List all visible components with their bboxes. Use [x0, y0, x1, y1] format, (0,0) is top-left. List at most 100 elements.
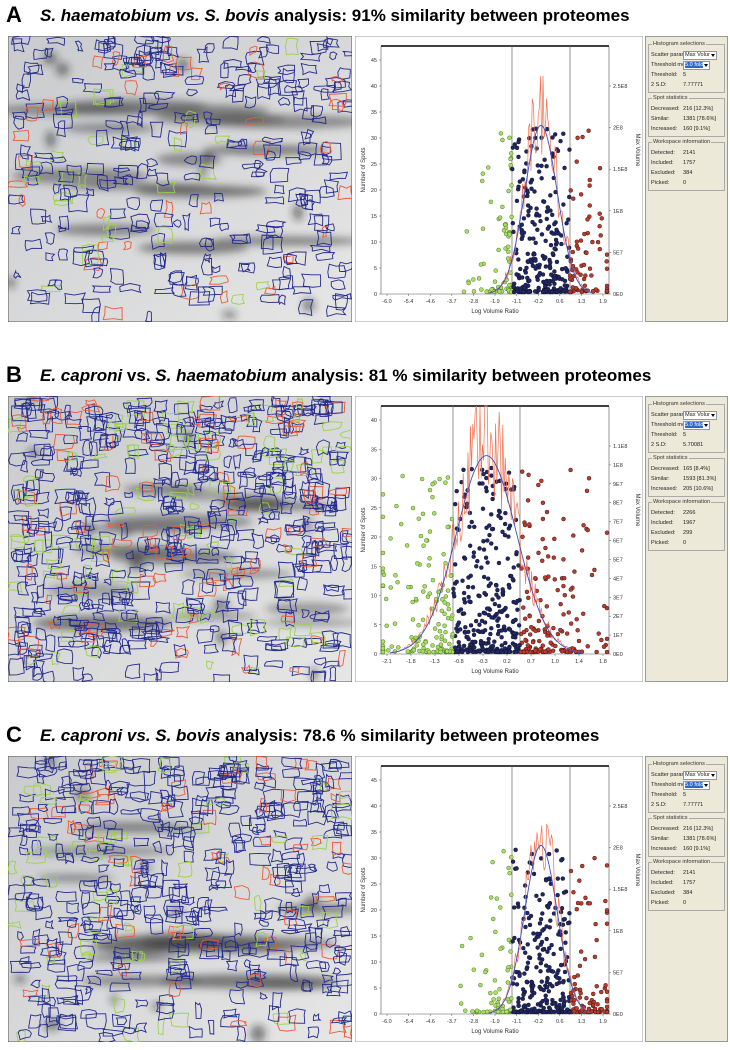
- spot-point: [515, 608, 519, 612]
- spot-point: [507, 938, 511, 942]
- row-label: Detected:: [651, 870, 683, 876]
- spot-point: [516, 1000, 520, 1004]
- spot-point: [569, 622, 573, 626]
- spot-point: [443, 639, 447, 643]
- spot-point: [546, 205, 550, 209]
- dropdown[interactable]: Max Volur: [683, 771, 717, 780]
- spot-point: [443, 624, 447, 628]
- spot-point: [393, 573, 397, 577]
- y-tick-label: 40: [371, 84, 377, 90]
- spot-point: [526, 556, 530, 560]
- spot-point: [534, 965, 538, 969]
- row-value: 2141: [683, 150, 722, 156]
- spot-point: [588, 184, 592, 188]
- dropdown[interactable]: Max Volur: [683, 411, 717, 420]
- info-row: Decreased:216 [12.3%]: [651, 824, 722, 834]
- info-row: Picked:0: [651, 178, 722, 188]
- spot-point: [605, 1010, 609, 1014]
- spot-point: [600, 1007, 604, 1011]
- spot-point: [497, 997, 501, 1001]
- spot-point: [414, 597, 418, 601]
- spot-point: [580, 864, 584, 868]
- dropdown[interactable]: 5.0 fold: [683, 421, 710, 430]
- spot-point: [541, 892, 545, 896]
- section: Histogram selectionsScatter parameter:Ma…: [648, 404, 725, 453]
- title-segment: S. haematobium vs. S. bovis: [40, 6, 270, 25]
- dropdown[interactable]: Max Volur: [683, 51, 717, 60]
- spot-point: [545, 127, 549, 131]
- y-tick-label: 35: [371, 830, 377, 836]
- spot-point: [466, 585, 470, 589]
- spot-point: [507, 283, 511, 287]
- spot-point: [442, 552, 446, 556]
- title-segment: analysis: 78.6 % similarity between prot…: [220, 726, 599, 745]
- spot-point: [545, 164, 549, 168]
- spot-point: [550, 213, 554, 217]
- spot-point: [549, 273, 553, 277]
- spot-point: [551, 251, 555, 255]
- y2-tick-label: 5E7: [613, 250, 623, 256]
- spot-point: [518, 267, 522, 271]
- x-tick-label: -1.1: [512, 299, 521, 305]
- spot-point: [520, 566, 524, 570]
- spot-point: [514, 601, 518, 605]
- y-tick-label: 10: [371, 960, 377, 966]
- spot-point: [555, 976, 559, 980]
- spot-point: [497, 629, 501, 633]
- spot-point: [506, 980, 510, 984]
- spot-point: [512, 565, 516, 569]
- info-row: Similar:1381 [78.6%]: [651, 834, 722, 844]
- spot-point: [541, 501, 545, 505]
- row-value: 5: [683, 432, 722, 438]
- section: Spot statisticsDecreased:216 [12.3%]Simi…: [648, 818, 725, 857]
- spot-point: [471, 278, 475, 282]
- spot-point: [478, 613, 482, 617]
- row-value: 160 [9.1%]: [683, 126, 722, 132]
- spot-point: [540, 559, 544, 563]
- dropdown-value: 5.0 fold: [685, 782, 703, 788]
- spot-point: [381, 515, 385, 519]
- spot-point: [462, 591, 466, 595]
- spot-point: [575, 1006, 579, 1010]
- spot-point: [532, 252, 536, 256]
- spot-point: [536, 946, 540, 950]
- spot-point: [553, 247, 557, 251]
- spot-point: [548, 982, 552, 986]
- y2-tick-label: 0E0: [613, 652, 623, 658]
- spot-point: [559, 139, 563, 143]
- info-row: Scatter parameter:Max Volur: [651, 50, 722, 60]
- spot-point: [496, 650, 500, 654]
- spot-point: [598, 166, 602, 170]
- x-tick-label: -2.1: [382, 659, 391, 665]
- spot-point: [517, 185, 521, 189]
- dropdown[interactable]: 5.0 fold: [683, 781, 710, 790]
- spot-point: [421, 642, 425, 646]
- spot-point: [565, 632, 569, 636]
- row-label: Included:: [651, 520, 683, 526]
- dropdown[interactable]: 5.0 fold: [683, 61, 710, 70]
- info-row: Similar:1593 [81.3%]: [651, 474, 722, 484]
- spot-point: [478, 546, 482, 550]
- spot-point: [579, 192, 583, 196]
- spot-point: [427, 563, 431, 567]
- spot-point: [546, 905, 550, 909]
- spot-point: [381, 640, 385, 644]
- spot-point: [526, 252, 530, 256]
- histogram-chart: 0510152025303540450E05E71E81.5E82E82.5E8…: [355, 756, 643, 1042]
- spot-point: [491, 917, 495, 921]
- title-segment: vs.: [122, 366, 155, 385]
- gel-image: [8, 756, 352, 1042]
- spot-point: [499, 947, 503, 951]
- x-tick-label: -0.2: [533, 1019, 542, 1025]
- spot-point: [545, 604, 549, 608]
- spot-point: [569, 869, 573, 873]
- spot-point: [539, 987, 543, 991]
- spot-point: [530, 220, 534, 224]
- spot-point: [381, 650, 385, 654]
- spot-point: [501, 530, 505, 534]
- spot-point: [491, 860, 495, 864]
- spot-point: [506, 245, 510, 249]
- spot-point: [472, 525, 476, 529]
- spot-point: [386, 648, 390, 652]
- spot-point: [506, 557, 510, 561]
